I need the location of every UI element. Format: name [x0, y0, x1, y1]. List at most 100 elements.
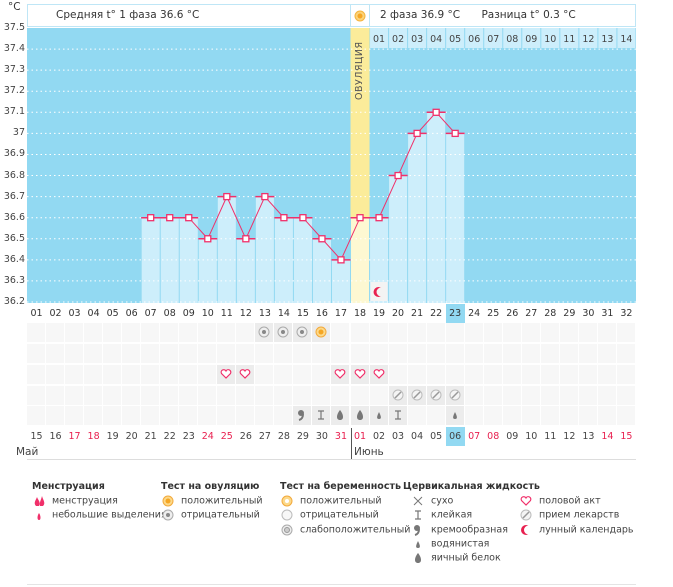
intercourse-row-cell[interactable]: [255, 365, 274, 384]
cycle-day-label[interactable]: 10: [201, 308, 214, 319]
intercourse-row-cell[interactable]: [540, 365, 559, 384]
medication-row-cell[interactable]: [521, 386, 540, 405]
cervical-fluid-row-cell[interactable]: [502, 406, 521, 425]
calendar-date[interactable]: 13: [582, 431, 595, 442]
cervical-fluid-row-cell[interactable]: [597, 406, 616, 425]
cervical-fluid-row-cell[interactable]: [217, 406, 236, 425]
cycle-day-label[interactable]: 31: [601, 308, 614, 319]
calendar-date[interactable]: 26: [239, 431, 252, 442]
pregnancy-test-row-cell[interactable]: [179, 344, 198, 363]
temperature-point[interactable]: [451, 129, 459, 138]
cervical-fluid-row-cell[interactable]: [521, 406, 540, 425]
calendar-date[interactable]: 27: [258, 431, 271, 442]
today-date[interactable]: 06: [445, 427, 465, 446]
ovulation-test-row-cell[interactable]: [559, 323, 578, 342]
pregnancy-test-row-cell[interactable]: [426, 344, 445, 363]
medication-row-cell[interactable]: [65, 386, 84, 405]
intercourse-row-cell[interactable]: [464, 365, 483, 384]
cycle-day-label[interactable]: 19: [372, 308, 386, 319]
ovulation-test-row-cell[interactable]: [141, 323, 160, 342]
medication-row-cell[interactable]: [502, 386, 521, 405]
intercourse-row-cell[interactable]: [274, 365, 293, 384]
cycle-day-label[interactable]: 24: [468, 308, 481, 319]
calendar-date[interactable]: 07: [468, 431, 481, 442]
calendar-date[interactable]: 17: [68, 431, 81, 442]
ovulation-test-row-cell[interactable]: [274, 323, 293, 342]
medication-row-cell[interactable]: [331, 386, 350, 405]
cervical-fluid-row-cell[interactable]: [350, 406, 369, 425]
cervical-fluid-row-cell[interactable]: [464, 406, 483, 425]
intercourse-row-cell[interactable]: [350, 365, 369, 384]
temperature-point[interactable]: [185, 214, 193, 222]
cycle-day-label[interactable]: 14: [277, 308, 290, 319]
intercourse-row-cell[interactable]: [198, 365, 217, 384]
intercourse-row-cell[interactable]: [369, 365, 388, 384]
pregnancy-test-row-cell[interactable]: [369, 344, 388, 363]
temperature-point[interactable]: [261, 192, 269, 201]
cervical-fluid-row-cell[interactable]: [388, 406, 407, 425]
pregnancy-test-row-cell[interactable]: [407, 344, 426, 363]
calendar-date[interactable]: 19: [106, 431, 119, 442]
cycle-day-label[interactable]: 26: [506, 308, 519, 319]
temperature-point[interactable]: [432, 108, 440, 116]
medication-row-cell[interactable]: [540, 386, 559, 405]
intercourse-row-cell[interactable]: [141, 365, 160, 384]
medication-row-cell[interactable]: [141, 386, 160, 405]
cycle-day-label[interactable]: 21: [411, 308, 424, 319]
cervical-fluid-row-cell[interactable]: [236, 406, 255, 425]
cervical-fluid-row-cell[interactable]: [616, 406, 635, 425]
intercourse-row-cell[interactable]: [27, 365, 45, 384]
pregnancy-test-row-cell[interactable]: [350, 344, 369, 363]
ovulation-test-row-cell[interactable]: [445, 323, 464, 342]
cycle-day-label[interactable]: 18: [353, 308, 367, 319]
cervical-fluid-row-cell[interactable]: [483, 406, 502, 425]
intercourse-row-cell[interactable]: [179, 365, 198, 384]
temperature-point[interactable]: [375, 214, 383, 222]
calendar-date[interactable]: 15: [620, 431, 633, 442]
intercourse-row-cell[interactable]: [578, 365, 597, 384]
intercourse-row-cell[interactable]: [388, 365, 407, 384]
calendar-date[interactable]: 09: [506, 431, 519, 442]
medication-row-cell[interactable]: [388, 386, 407, 405]
calendar-date[interactable]: 14: [601, 431, 614, 442]
pregnancy-test-row-cell[interactable]: [65, 344, 84, 363]
cervical-fluid-row-cell[interactable]: [445, 406, 464, 425]
pregnancy-test-row-cell[interactable]: [236, 344, 255, 363]
cycle-day-label[interactable]: 13: [258, 308, 271, 319]
temperature-point[interactable]: [147, 214, 155, 222]
pregnancy-test-row-cell[interactable]: [331, 344, 350, 363]
medication-row-cell[interactable]: [578, 386, 597, 405]
medication-row-cell[interactable]: [597, 386, 616, 405]
calendar-date[interactable]: 23: [182, 431, 195, 442]
temperature-point[interactable]: [394, 171, 402, 180]
intercourse-row-cell[interactable]: [445, 365, 464, 384]
cycle-day-label[interactable]: 15: [296, 308, 309, 319]
medication-row-cell[interactable]: [483, 386, 502, 405]
ovulation-test-row-cell[interactable]: [369, 323, 388, 342]
cervical-fluid-row-cell[interactable]: [578, 406, 597, 425]
calendar-date[interactable]: 18: [87, 431, 100, 442]
pregnancy-test-row-cell[interactable]: [255, 344, 274, 363]
cervical-fluid-row-cell[interactable]: [559, 406, 578, 425]
cervical-fluid-row-cell[interactable]: [407, 406, 426, 425]
cervical-fluid-row-cell[interactable]: [369, 406, 388, 425]
pregnancy-test-row-cell[interactable]: [274, 344, 293, 363]
ovulation-test-row-cell[interactable]: [179, 323, 198, 342]
intercourse-row-cell[interactable]: [483, 365, 502, 384]
ovulation-test-row-cell[interactable]: [350, 323, 369, 342]
intercourse-row-cell[interactable]: [236, 365, 255, 384]
pregnancy-test-row-cell[interactable]: [27, 344, 45, 363]
ovulation-test-row-cell[interactable]: [578, 323, 597, 342]
calendar-date[interactable]: 22: [163, 431, 176, 442]
pregnancy-test-row-cell[interactable]: [597, 344, 616, 363]
calendar-date[interactable]: 04: [411, 431, 424, 442]
medication-row-cell[interactable]: [217, 386, 236, 405]
ovulation-test-row-cell[interactable]: [407, 323, 426, 342]
intercourse-row-cell[interactable]: [122, 365, 141, 384]
ovulation-test-row-cell[interactable]: [597, 323, 616, 342]
pregnancy-test-row-cell[interactable]: [483, 344, 502, 363]
pregnancy-test-row-cell[interactable]: [217, 344, 236, 363]
calendar-date[interactable]: 24: [201, 431, 214, 442]
ovulation-test-row-cell[interactable]: [312, 323, 331, 342]
medication-row-cell[interactable]: [103, 386, 122, 405]
